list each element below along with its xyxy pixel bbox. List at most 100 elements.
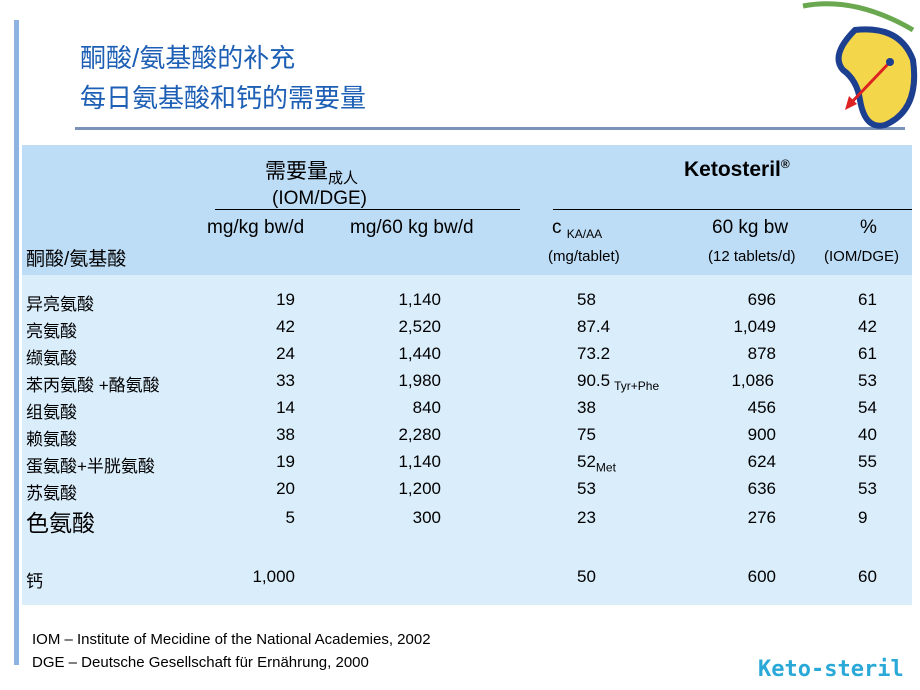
cell: 75 (577, 425, 596, 445)
table-body-bg (22, 275, 912, 605)
col-unit: (12 tablets/d) (708, 248, 796, 265)
col-header: c KA/AA (552, 217, 602, 241)
text: 需要量 (265, 160, 328, 183)
cell: 钙 (26, 572, 43, 591)
cell: 苏氨酸 (26, 484, 77, 503)
cell: 61 (858, 290, 877, 309)
title-line2: 每日氨基酸和钙的需要量 (80, 83, 367, 113)
cell: 58 (577, 290, 596, 309)
cell: 87.4 (577, 317, 610, 337)
cell: 23 (577, 508, 596, 528)
cell: 90.5 Tyr+Phe (577, 371, 659, 393)
cell: 75 (577, 425, 596, 444)
cell: 53 (858, 371, 877, 390)
cell: Met (595, 460, 616, 475)
cell: 90.5 (577, 371, 611, 390)
col-unit: (mg/tablet) (548, 248, 620, 265)
text: Ketosteril (684, 158, 781, 181)
cell: 2,520 (398, 317, 441, 336)
logo-graphic (802, 1, 918, 129)
cell: 58 (577, 290, 596, 310)
cell: 38 (577, 398, 596, 418)
cell: 50 (577, 567, 596, 587)
logo-text: Keto-steril (758, 657, 904, 682)
cell: 组氨酸 (26, 403, 77, 422)
cell: 1,086 (731, 371, 774, 390)
col-header: mg/kg bw/d (207, 217, 305, 238)
requirement-source: (IOM/DGE) (272, 188, 367, 209)
cell: 19 (276, 452, 295, 471)
text: KA/AA (566, 226, 603, 241)
cell: 苯丙氨酸 +酪氨酸 (26, 376, 160, 395)
cell: 1,440 (398, 344, 441, 363)
cell: 1,049 (733, 317, 776, 336)
cell: 276 (747, 508, 776, 527)
cell: 42 (858, 317, 877, 336)
cell: 33 (276, 371, 295, 390)
group-rule (215, 209, 520, 210)
requirement: 需要量成人 (265, 155, 358, 188)
cell: 696 (747, 290, 776, 309)
cell: 61 (858, 344, 877, 363)
cell: 1,000 (252, 567, 295, 586)
cell: 1,980 (398, 371, 441, 390)
cell: 53 (577, 479, 596, 499)
cell: 53 (858, 479, 877, 498)
side-bar (14, 20, 19, 665)
cell: 1,200 (398, 479, 441, 498)
text: 成人 (328, 170, 359, 188)
footnote: DGE – Deutsche Gesellschaft für Ernährun… (32, 654, 369, 671)
cell: 878 (747, 344, 776, 363)
text: ® (780, 157, 790, 171)
cell: 54 (858, 398, 877, 417)
cell: 87.4 (577, 317, 611, 336)
col-header: mg/60 kg bw/d (350, 217, 474, 238)
group-rule (553, 209, 912, 210)
cell: 2,280 (398, 425, 441, 444)
cell: 色氨酸 (26, 510, 95, 536)
cell: 73.2 (577, 344, 611, 363)
text: c (552, 217, 562, 238)
cell: 1,140 (398, 452, 441, 471)
cell: 52 (577, 452, 596, 471)
cell: 52Met (577, 452, 616, 474)
cell: 900 (747, 425, 776, 444)
cell: 73.2 (577, 344, 610, 364)
title-line1: 酮酸/氨基酸的补充 (80, 43, 296, 73)
cell: Tyr+Phe (614, 379, 660, 394)
cell: 600 (747, 567, 776, 586)
cell: 赖氨酸 (26, 430, 77, 449)
cell: 异亮氨酸 (26, 295, 94, 314)
col-header: 60 kg bw (712, 217, 789, 238)
brand: Ketosteril® (684, 157, 790, 182)
col-header: % (860, 217, 877, 238)
footnote: IOM – Institute of Mecidine of the Natio… (32, 631, 431, 648)
cell: 456 (747, 398, 776, 417)
cell: 50 (577, 567, 596, 586)
row-header: 酮酸/氨基酸 (26, 249, 127, 270)
cell: 38 (276, 425, 295, 444)
cell: 23 (577, 508, 596, 527)
cell: 636 (747, 479, 776, 498)
table-header-bg (22, 145, 912, 275)
cell: 亮氨酸 (26, 322, 77, 341)
cell: 24 (276, 344, 295, 363)
cell: 40 (858, 425, 877, 444)
col-unit: (IOM/DGE) (824, 248, 899, 265)
cell: 20 (276, 479, 295, 498)
cell: 60 (858, 567, 877, 586)
cell: 蛋氨酸+半胱氨酸 (26, 457, 155, 476)
cell: 19 (276, 290, 295, 309)
title-rule (75, 127, 905, 130)
cell: 42 (276, 317, 295, 336)
cell: 840 (412, 398, 441, 417)
cell: 1,140 (398, 290, 441, 309)
cell: 624 (747, 452, 776, 471)
cell: 53 (577, 479, 596, 498)
cell: 14 (276, 398, 295, 417)
cell: 300 (412, 508, 441, 527)
cell: 38 (577, 398, 596, 417)
cell: 5 (285, 508, 295, 527)
cell: 缬氨酸 (26, 349, 77, 368)
